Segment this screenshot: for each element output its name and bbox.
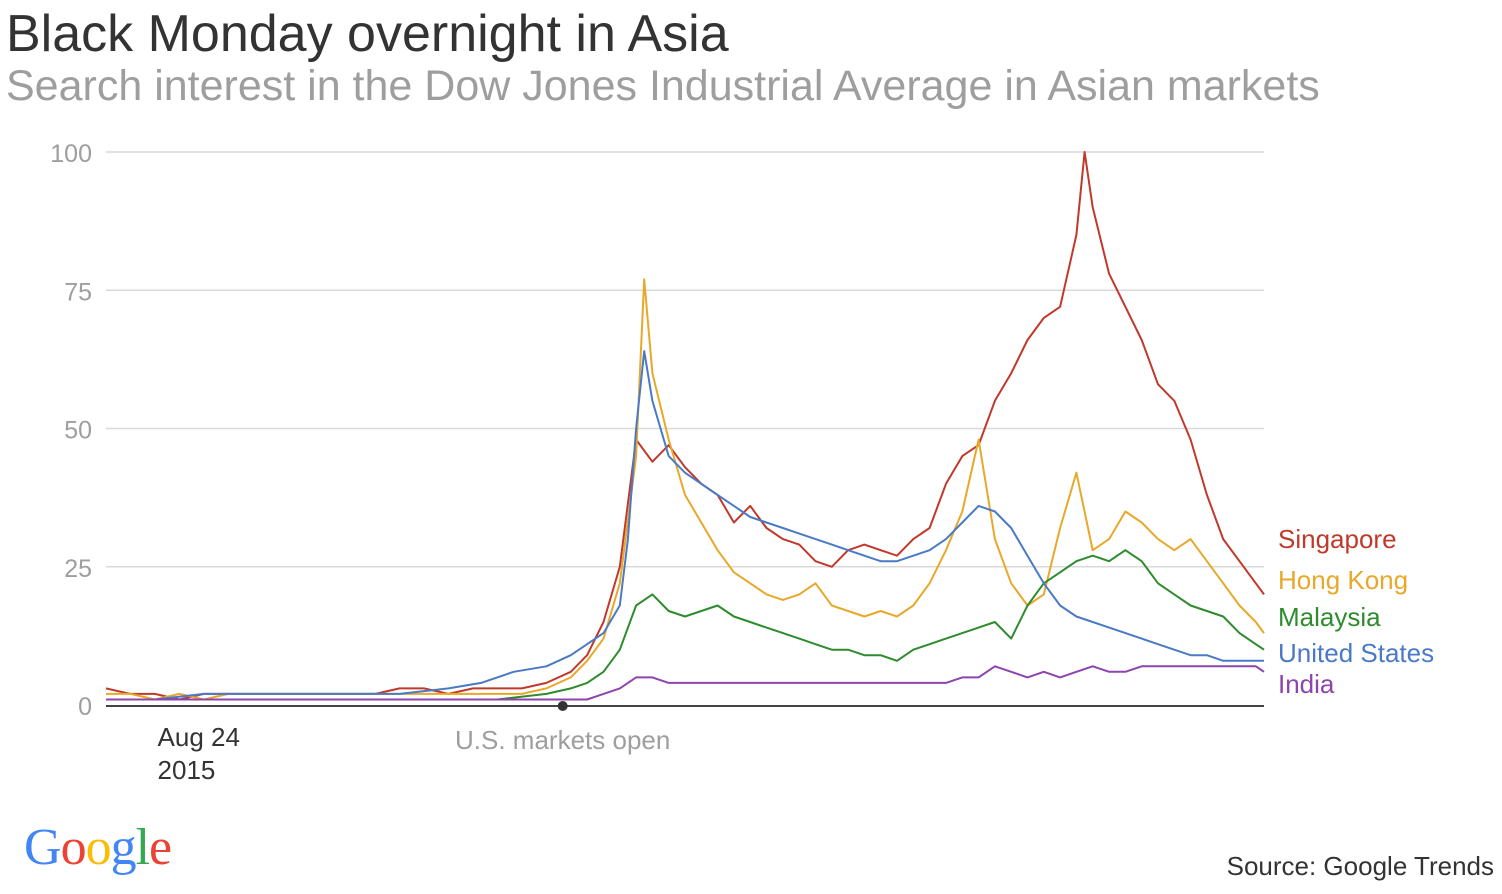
x-tick-label: 2015 bbox=[158, 755, 216, 785]
market-open-marker bbox=[557, 701, 568, 711]
logo-letter: e bbox=[149, 819, 172, 876]
series-line bbox=[106, 278, 1265, 701]
legend-label: Singapore bbox=[1278, 524, 1397, 554]
logo-letter: G bbox=[24, 819, 62, 876]
legend-label: Malaysia bbox=[1278, 602, 1381, 632]
y-tick-label: 25 bbox=[64, 555, 92, 583]
series-line bbox=[106, 350, 1264, 701]
series-line bbox=[106, 665, 1265, 701]
legend-label: India bbox=[1278, 669, 1335, 699]
legend-label: Hong Kong bbox=[1278, 565, 1408, 595]
source-note: Source: Google Trends bbox=[1226, 851, 1494, 881]
series-line bbox=[106, 549, 1265, 701]
chart-subtitle: Search interest in the Dow Jones Industr… bbox=[6, 62, 1320, 110]
logo-letter: o bbox=[85, 819, 112, 876]
logo-letter: l bbox=[135, 819, 150, 876]
y-tick-label: 50 bbox=[64, 417, 92, 445]
legend-label: United States bbox=[1278, 638, 1434, 668]
y-tick-label: 0 bbox=[78, 693, 92, 721]
google-logo: Google bbox=[24, 818, 172, 877]
chart-title: Black Monday overnight in Asia bbox=[6, 5, 729, 63]
y-tick-label: 100 bbox=[50, 140, 92, 168]
logo-letter: g bbox=[110, 819, 137, 876]
y-tick-label: 75 bbox=[64, 278, 92, 306]
logo-letter: o bbox=[60, 819, 87, 876]
x-tick-label: Aug 24 bbox=[158, 722, 240, 752]
x-annotation-label: U.S. markets open bbox=[455, 725, 670, 755]
